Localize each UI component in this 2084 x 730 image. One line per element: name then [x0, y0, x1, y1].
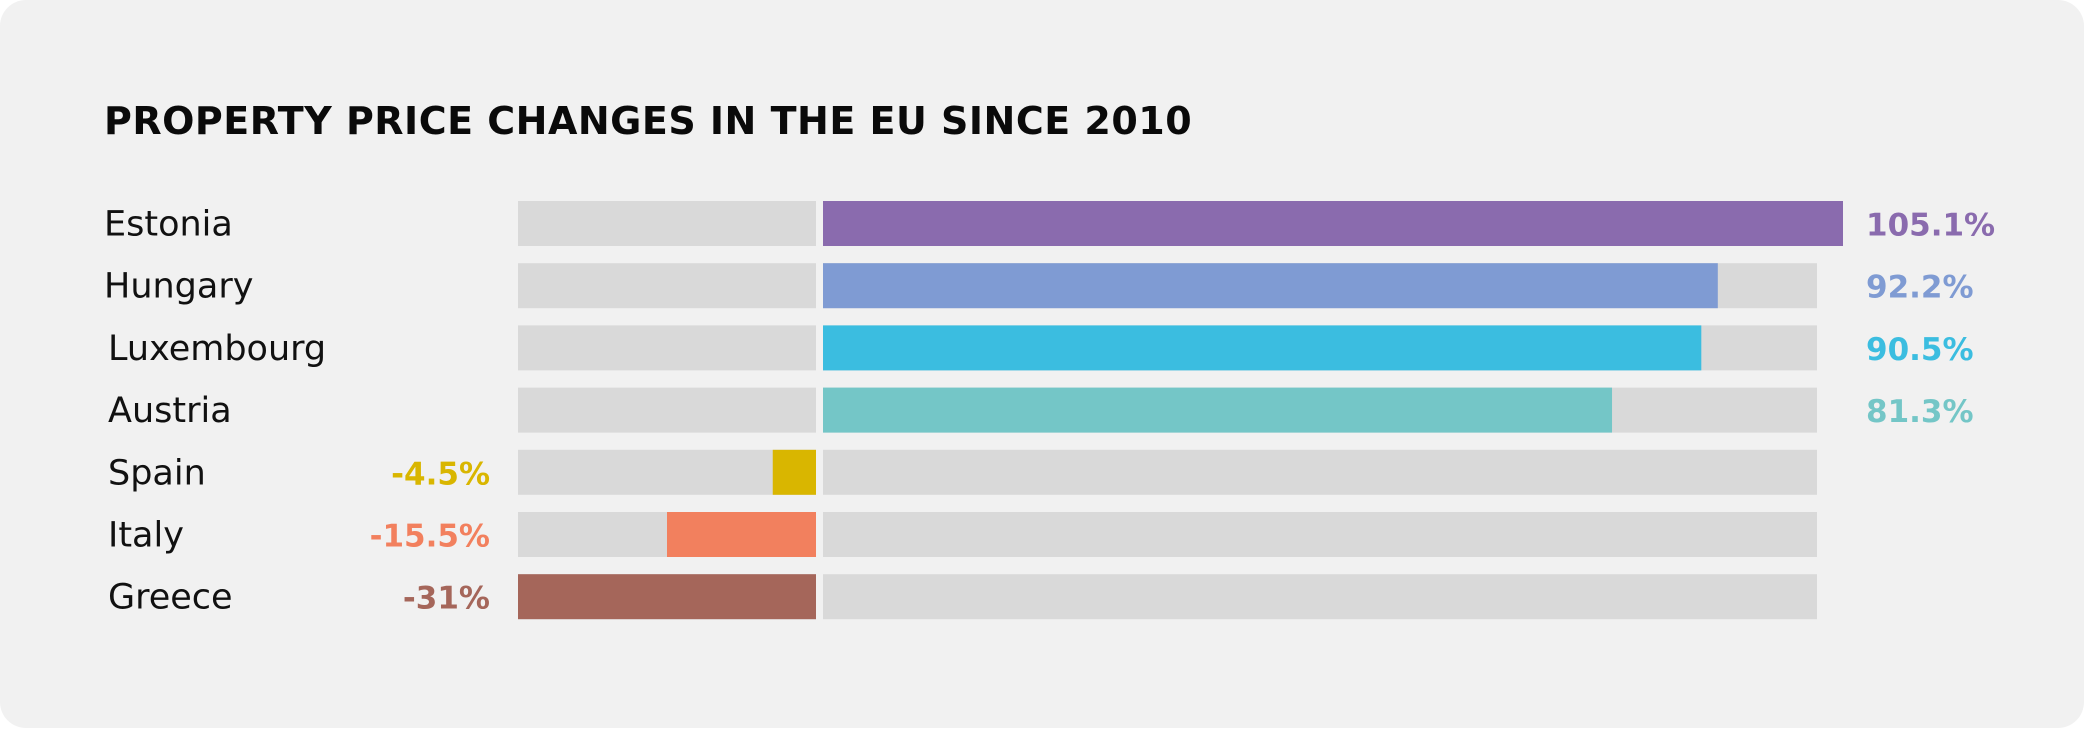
bar-row-luxembourg: Luxembourg 90.5%	[108, 325, 1974, 371]
category-label-italy: Italy	[108, 516, 184, 556]
negative-track	[518, 387, 816, 433]
value-label-austria: 81.3%	[1866, 394, 1974, 430]
bar-hungary	[823, 263, 1718, 309]
negative-track	[518, 263, 816, 309]
category-label-luxembourg: Luxembourg	[108, 329, 326, 369]
bar-row-spain: Spain -4.5%	[108, 449, 1817, 495]
value-label-spain: -4.5%	[391, 456, 490, 492]
bar-row-greece: Greece -31%	[108, 574, 1817, 620]
bar-luxembourg	[823, 325, 1702, 371]
value-label-hungary: 92.2%	[1866, 270, 1974, 306]
bar-row-hungary: Hungary 92.2%	[104, 263, 1974, 309]
bar-row-estonia: Estonia 105.1%	[104, 201, 1995, 246]
value-label-italy: -15.5%	[370, 519, 490, 555]
category-label-hungary: Hungary	[104, 267, 253, 307]
negative-track	[518, 325, 816, 371]
value-label-greece: -31%	[403, 581, 490, 617]
category-label-austria: Austria	[108, 391, 232, 431]
bar-austria	[823, 387, 1613, 433]
value-label-estonia: 105.1%	[1866, 208, 1995, 244]
bar-spain	[772, 449, 816, 495]
negative-track	[518, 201, 816, 246]
positive-track	[823, 512, 1817, 557]
negative-track	[518, 449, 816, 495]
positive-track	[823, 449, 1817, 495]
bar-row-austria: Austria 81.3%	[108, 387, 1974, 433]
category-label-greece: Greece	[108, 578, 233, 618]
chart-title: PROPERTY PRICE CHANGES IN THE EU SINCE 2…	[104, 99, 1193, 143]
bar-italy	[667, 512, 816, 557]
category-label-estonia: Estonia	[104, 205, 233, 245]
bar-estonia	[823, 201, 1843, 246]
value-label-luxembourg: 90.5%	[1866, 332, 1974, 368]
category-label-spain: Spain	[108, 453, 206, 493]
bar-greece	[518, 574, 816, 620]
bar-row-italy: Italy -15.5%	[108, 512, 1817, 557]
positive-track	[823, 574, 1817, 620]
